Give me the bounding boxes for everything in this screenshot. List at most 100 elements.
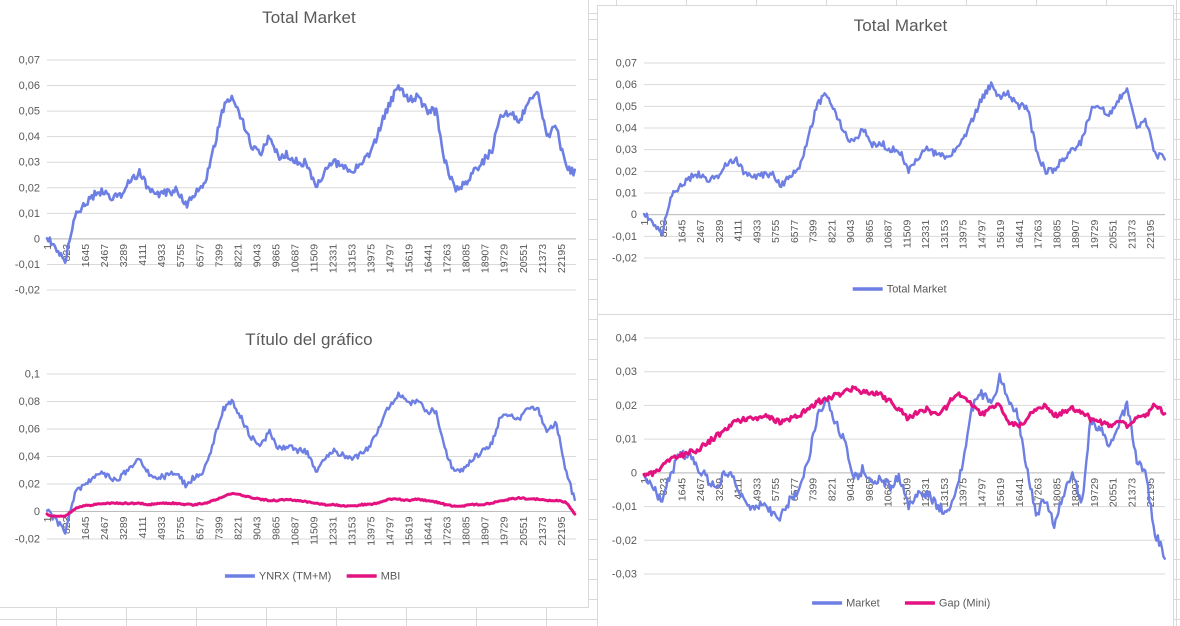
- svg-text:13153: 13153: [939, 478, 951, 507]
- svg-text:1645: 1645: [677, 220, 689, 244]
- svg-text:19729: 19729: [1089, 220, 1101, 249]
- svg-text:0,1: 0,1: [25, 369, 40, 381]
- svg-text:0,07: 0,07: [19, 55, 40, 67]
- svg-text:17263: 17263: [1033, 220, 1045, 249]
- svg-text:12331: 12331: [327, 516, 339, 545]
- svg-text:15619: 15619: [404, 244, 416, 273]
- chart-title: Total Market: [853, 16, 948, 35]
- legend[interactable]: Total Market: [852, 284, 947, 296]
- svg-text:22195: 22195: [556, 516, 568, 545]
- svg-text:9865: 9865: [270, 516, 282, 540]
- svg-text:0: 0: [34, 233, 40, 245]
- svg-text:16441: 16441: [1014, 220, 1026, 249]
- svg-text:0: 0: [631, 209, 637, 221]
- svg-text:0,03: 0,03: [616, 144, 637, 156]
- svg-text:5755: 5755: [770, 478, 782, 502]
- svg-text:0,04: 0,04: [616, 333, 637, 345]
- chart-canvas: 0,040,030,020,010-0,01-0,02-0,031 823 1645…: [612, 333, 1167, 610]
- x-axis-labels: 1 823 1645 2467 3289 4111 4933 5755 6577 7399 8221…: [639, 220, 1157, 249]
- svg-text:7399: 7399: [213, 516, 225, 540]
- svg-text:17263: 17263: [442, 516, 454, 545]
- chart-canvas: 0,07 0,06 0,05 0,04 0,03 0,02 0,01 0 -0,01 -0,02 1…: [15, 55, 577, 297]
- legend-label: YNRX (TM+M): [259, 571, 331, 583]
- chart-titulo-del-grafico[interactable]: Título del gráfico 0,1 0,08 0,06 0,04 0,02 0 -…: [0, 308, 589, 608]
- svg-text:3289: 3289: [118, 516, 130, 540]
- svg-text:4111: 4111: [137, 244, 149, 266]
- svg-text:13975: 13975: [366, 516, 378, 545]
- x-axis-labels: 1 823 1645 2467 3289 4111 4933 5755 6577 7399 8221…: [42, 516, 568, 545]
- svg-text:0,04: 0,04: [19, 451, 40, 463]
- svg-text:0,01: 0,01: [616, 188, 637, 200]
- svg-text:4933: 4933: [156, 244, 168, 268]
- chart-market-gap-mini[interactable]: 0,04 0,03 0,02 0,01 0 -0,01 -0,02 -0,03 1 823 1645…: [597, 314, 1174, 626]
- series-line-market[interactable]: [642, 372, 1166, 560]
- y-axis-labels: 0,04 0,03 0,02 0,01 0 -0,01 -0,02 -0,03: [612, 333, 637, 581]
- svg-text:4111: 4111: [733, 220, 745, 242]
- svg-text:15619: 15619: [995, 478, 1007, 507]
- svg-text:0,02: 0,02: [616, 400, 637, 412]
- svg-text:1: 1: [639, 220, 651, 226]
- svg-text:1645: 1645: [80, 244, 92, 268]
- svg-text:-0,02: -0,02: [15, 285, 40, 297]
- svg-text:9043: 9043: [845, 220, 857, 244]
- svg-text:15619: 15619: [995, 220, 1007, 249]
- svg-text:18907: 18907: [480, 516, 492, 545]
- svg-text:9043: 9043: [251, 516, 263, 540]
- svg-text:0,02: 0,02: [19, 182, 40, 194]
- svg-text:-0,01: -0,01: [15, 259, 40, 271]
- svg-text:16441: 16441: [1014, 478, 1026, 507]
- svg-text:0,06: 0,06: [19, 80, 40, 92]
- svg-text:14797: 14797: [976, 478, 988, 507]
- svg-text:4933: 4933: [156, 516, 168, 540]
- svg-text:13975: 13975: [366, 244, 378, 273]
- series-line-mbi[interactable]: [45, 491, 577, 518]
- legend[interactable]: YNRX (TM+M) MBI: [224, 571, 400, 583]
- gridlines: [644, 337, 1165, 575]
- svg-text:5755: 5755: [770, 220, 782, 244]
- svg-text:6577: 6577: [789, 220, 801, 244]
- series-line-ynrx[interactable]: [45, 391, 576, 535]
- svg-text:0,04: 0,04: [19, 131, 40, 143]
- svg-text:6577: 6577: [194, 244, 206, 268]
- svg-text:3289: 3289: [714, 220, 726, 244]
- legend[interactable]: Market Gap (Mini): [812, 598, 990, 610]
- svg-text:-0,02: -0,02: [15, 534, 40, 546]
- svg-text:18085: 18085: [1051, 220, 1063, 249]
- svg-text:0,02: 0,02: [616, 166, 637, 178]
- svg-text:5755: 5755: [175, 516, 187, 540]
- svg-text:20551: 20551: [518, 516, 530, 545]
- svg-text:9043: 9043: [251, 244, 263, 268]
- series-line-gap_mini[interactable]: [642, 385, 1167, 478]
- svg-text:0,02: 0,02: [19, 479, 40, 491]
- series-line-total_market[interactable]: [45, 84, 577, 264]
- svg-text:13975: 13975: [958, 220, 970, 249]
- svg-text:9865: 9865: [270, 244, 282, 268]
- legend-label: Total Market: [887, 284, 947, 296]
- svg-text:13975: 13975: [958, 478, 970, 507]
- svg-text:9865: 9865: [864, 220, 876, 244]
- svg-text:-0,03: -0,03: [612, 569, 637, 581]
- svg-text:5755: 5755: [175, 244, 187, 268]
- svg-text:8221: 8221: [232, 244, 244, 268]
- svg-text:12331: 12331: [920, 220, 932, 249]
- svg-text:18085: 18085: [461, 516, 473, 545]
- svg-text:0,06: 0,06: [19, 424, 40, 436]
- svg-text:7399: 7399: [213, 244, 225, 268]
- svg-text:17263: 17263: [442, 244, 454, 273]
- chart-canvas: 0,07 0,06 0,05 0,04 0,03 0,02 0,01 0 -0,01 -0,02 1…: [612, 58, 1166, 296]
- svg-text:7399: 7399: [808, 220, 820, 244]
- svg-text:18085: 18085: [461, 244, 473, 273]
- svg-text:11509: 11509: [308, 244, 320, 273]
- svg-text:16441: 16441: [423, 516, 435, 545]
- y-axis-labels: 0,1 0,08 0,06 0,04 0,02 0 -0,02: [15, 369, 40, 546]
- chart-total-market-top-right[interactable]: Total Market 0,07 0,06 0,05 0,04 0,03 0,02 0,0…: [597, 5, 1174, 316]
- svg-text:19729: 19729: [1089, 478, 1101, 507]
- series-line-total_market[interactable]: [642, 81, 1166, 237]
- svg-text:7399: 7399: [808, 478, 820, 502]
- svg-text:20551: 20551: [1108, 220, 1120, 249]
- svg-text:8221: 8221: [826, 478, 838, 502]
- svg-text:14797: 14797: [385, 244, 397, 273]
- svg-text:-0,01: -0,01: [612, 501, 637, 513]
- svg-text:10687: 10687: [883, 220, 895, 249]
- chart-total-market-top-left[interactable]: Total Market 0,07 0,06 0,05 0,04 0,03 0,02 0,0…: [0, 0, 589, 309]
